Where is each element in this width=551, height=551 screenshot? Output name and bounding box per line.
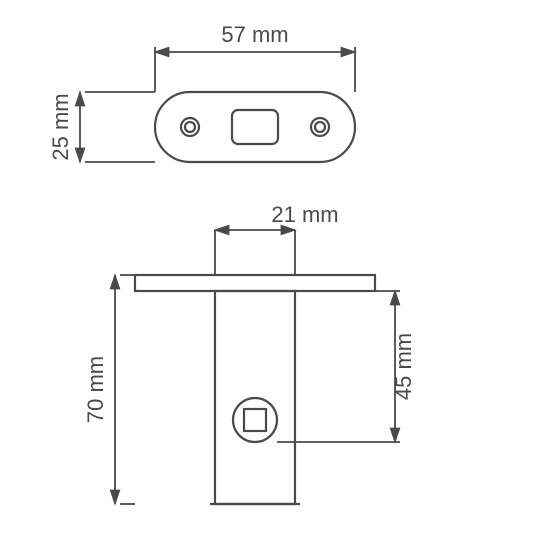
top-hole-left-outer [181, 118, 199, 136]
dim-25-label: 25 mm [48, 93, 73, 160]
top-latch-hole [232, 110, 278, 144]
dim-21-label: 21 mm [271, 202, 338, 227]
dim-70-label: 70 mm [83, 356, 108, 423]
side-flange [135, 275, 375, 291]
dim-45-label: 45 mm [391, 333, 416, 400]
top-hole-left-inner [185, 122, 195, 132]
side-bolt-square [244, 409, 266, 431]
side-bolt-circle [233, 398, 277, 442]
top-hole-right-outer [311, 118, 329, 136]
top-hole-right-inner [315, 122, 325, 132]
dim-57-label: 57 mm [221, 22, 288, 47]
